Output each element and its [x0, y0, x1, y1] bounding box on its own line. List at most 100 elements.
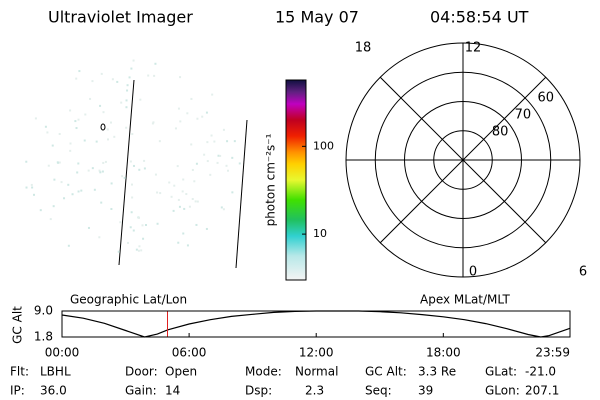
speckle	[99, 171, 102, 174]
speckle	[110, 207, 113, 210]
field-value: -21.0	[525, 365, 556, 379]
speckle	[213, 140, 216, 143]
field-label: Door:	[125, 365, 158, 379]
speckle	[52, 205, 55, 208]
speckle	[83, 139, 86, 142]
panel-label: Apex MLat/MLT	[420, 293, 510, 307]
speckle	[44, 125, 47, 128]
speckle	[69, 149, 72, 152]
speckle	[158, 140, 161, 143]
lat-label: 80	[492, 125, 509, 140]
speckle	[209, 173, 212, 176]
speckle	[102, 111, 105, 114]
speckle	[131, 133, 134, 136]
speckle	[141, 224, 144, 227]
speckle	[126, 89, 129, 92]
speckle	[210, 134, 213, 137]
speckle	[116, 80, 119, 83]
speckle	[98, 169, 101, 172]
lat-circle	[404, 101, 522, 219]
speckle	[156, 191, 159, 194]
speckle	[206, 141, 209, 144]
speckle	[129, 160, 132, 163]
speckle	[138, 216, 141, 219]
speckle	[211, 93, 214, 96]
x-tick-label: 18:00	[426, 346, 461, 360]
speckle	[159, 192, 162, 195]
speckle	[74, 120, 77, 123]
field-label: Dsp:	[245, 384, 272, 398]
speckle	[39, 209, 42, 212]
speckle	[143, 167, 146, 170]
speckle	[181, 190, 184, 193]
speckle	[186, 244, 189, 247]
speckle	[77, 162, 80, 165]
speckle	[32, 193, 35, 196]
speckle	[109, 121, 112, 124]
speckle	[111, 78, 114, 81]
speckle	[183, 207, 186, 210]
speckle	[69, 109, 72, 112]
speckle	[147, 74, 150, 77]
title: Ultraviolet Imager	[48, 8, 193, 27]
speckle	[176, 165, 179, 168]
field-value: 14	[165, 384, 180, 398]
field-label: Flt:	[10, 365, 29, 379]
speckle	[203, 153, 206, 156]
speckle	[191, 168, 194, 171]
speckle	[102, 161, 105, 164]
speckle	[127, 241, 130, 244]
speckle	[190, 143, 193, 146]
speckle	[216, 161, 219, 164]
colorbar-tick-label: 100	[313, 139, 334, 152]
field-value: LBHL	[40, 365, 71, 379]
speckle	[140, 249, 143, 252]
speckle	[206, 160, 209, 163]
speckle	[63, 197, 66, 200]
speckle	[188, 205, 191, 208]
speckle	[75, 127, 78, 130]
speckle	[222, 128, 225, 131]
speckle	[182, 232, 185, 235]
speckle	[46, 131, 49, 134]
lat-circle	[433, 130, 493, 190]
speckle	[100, 201, 103, 204]
speckle	[193, 180, 196, 183]
speckle	[113, 135, 116, 138]
speckle	[152, 121, 155, 124]
speckle	[195, 223, 198, 226]
speckle	[125, 126, 128, 129]
speckle	[123, 176, 126, 179]
speckle	[100, 72, 103, 75]
speckle	[51, 144, 54, 147]
spoke	[379, 76, 547, 244]
speckle	[95, 140, 98, 143]
speckle	[191, 198, 194, 201]
speckle	[125, 106, 128, 109]
speckle	[34, 117, 37, 120]
speckle	[71, 193, 74, 196]
speckle	[76, 171, 79, 174]
speckle	[77, 118, 80, 121]
speckle	[58, 132, 61, 135]
speckle	[69, 142, 72, 145]
field-label: Mode:	[245, 365, 282, 379]
colorbar-label: photon cm⁻²s⁻¹	[264, 133, 278, 226]
mlt-label: 12	[465, 41, 482, 56]
x-tick-label: 12:00	[299, 346, 334, 360]
track-line	[118, 79, 135, 266]
speckle	[126, 84, 129, 87]
speckle	[130, 183, 133, 186]
speckle	[77, 190, 80, 193]
field-label: GC Alt:	[365, 365, 407, 379]
track-line	[235, 119, 248, 269]
field-label: IP:	[10, 384, 25, 398]
speckle	[87, 226, 90, 229]
speckle	[151, 122, 154, 125]
speckle	[177, 241, 180, 244]
panel-label: Geographic Lat/Lon	[70, 293, 187, 307]
mlt-label: 0	[469, 265, 477, 280]
speckle	[128, 76, 131, 79]
speckle	[178, 205, 181, 208]
